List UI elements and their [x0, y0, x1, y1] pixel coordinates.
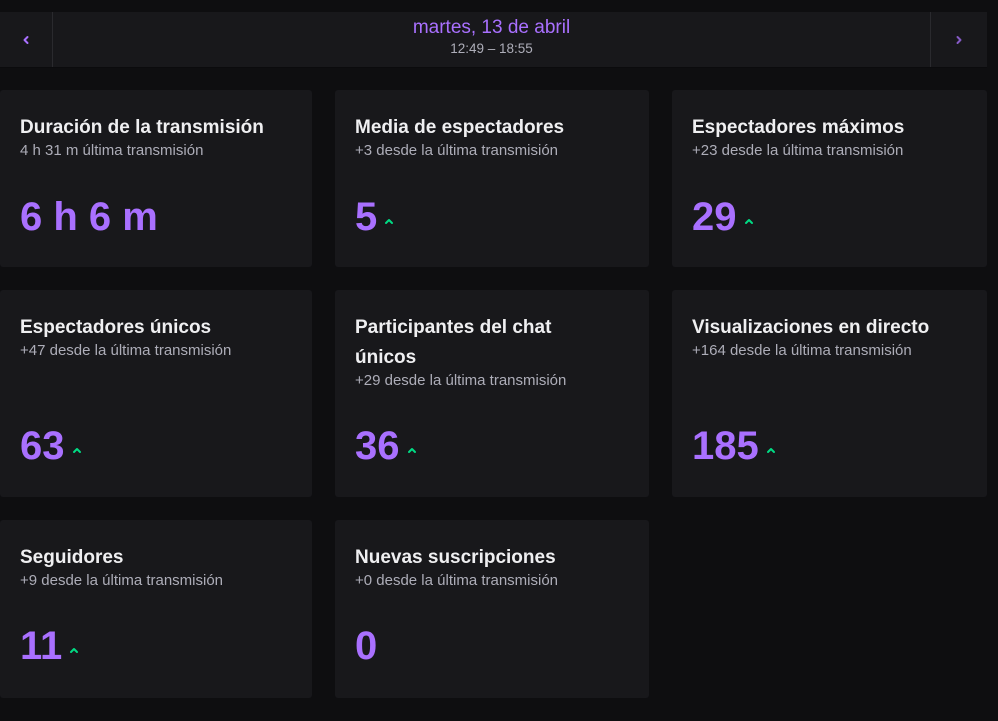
chevron-left-icon [23, 35, 29, 44]
trend-up-icon [766, 448, 775, 453]
stat-title: Espectadores máximos [692, 117, 905, 138]
stat-card-unique-chatters: Participantes del chat únicos +29 desde … [335, 290, 649, 497]
stat-value-row: 6 h 6 m [20, 195, 158, 239]
stat-card-peak-viewers: Espectadores máximos +23 desde la última… [672, 90, 987, 267]
stat-value-row: 5 [355, 195, 394, 239]
stat-value-row: 63 [20, 424, 82, 468]
stat-title: Participantes del chat únicos [355, 317, 552, 368]
stat-value-row: 29 [692, 195, 754, 239]
stat-value: 185 [692, 424, 759, 468]
stat-subtitle: +3 desde la última transmisión [355, 142, 559, 159]
stat-value-row: 36 [355, 424, 417, 468]
trend-up-icon [72, 448, 81, 453]
stat-value: 0 [355, 624, 378, 668]
stat-value: 5 [355, 195, 378, 239]
trend-up-icon [407, 448, 416, 453]
trend-up-icon [385, 219, 394, 224]
stat-card-new-subscriptions: Nuevas suscripciones +0 desde la última … [335, 520, 649, 698]
stat-card-followers: Seguidores +9 desde la última transmisió… [0, 520, 312, 698]
stat-card-average-viewers: Media de espectadores +3 desde la última… [335, 90, 649, 267]
stat-title: Duración de la transmisión [20, 117, 264, 138]
chevron-right-icon [956, 35, 962, 44]
stat-subtitle: +9 desde la última transmisión [20, 572, 224, 589]
stat-value: 11 [20, 624, 63, 668]
stat-value-row: 185 [692, 424, 776, 468]
stat-title: Seguidores [20, 547, 124, 568]
stat-card-unique-viewers: Espectadores únicos +47 desde la última … [0, 290, 312, 497]
stat-subtitle: +47 desde la última transmisión [20, 342, 232, 359]
date-navigator: martes, 13 de abril 12:49 – 18:55 [0, 12, 987, 68]
stat-value: 29 [692, 195, 737, 239]
stat-value: 6 h 6 m [20, 195, 158, 239]
trend-up-icon [70, 648, 79, 653]
stat-title: Media de espectadores [355, 117, 565, 138]
stream-time-range: 12:49 – 18:55 [450, 41, 533, 56]
stat-subtitle: 4 h 31 m última transmisión [20, 142, 204, 159]
stat-value: 36 [355, 424, 400, 468]
previous-stream-button[interactable] [0, 12, 53, 67]
stat-subtitle: +0 desde la última transmisión [355, 572, 559, 589]
stat-card-stream-duration: Duración de la transmisión 4 h 31 m últi… [0, 90, 312, 267]
stat-title: Espectadores únicos [20, 317, 212, 338]
stream-date: martes, 13 de abril [412, 17, 571, 38]
trend-up-icon [744, 219, 753, 224]
stat-value-row: 11 [20, 624, 79, 668]
stat-title: Visualizaciones en directo [692, 317, 930, 338]
next-stream-button[interactable] [930, 12, 987, 67]
stat-subtitle: +29 desde la última transmisión [355, 372, 567, 389]
stat-value-row: 0 [355, 624, 377, 668]
stat-value: 63 [20, 424, 65, 468]
stat-title: Nuevas suscripciones [355, 547, 556, 568]
stat-card-live-views: Visualizaciones en directo +164 desde la… [672, 290, 987, 497]
stat-subtitle: +164 desde la última transmisión [692, 342, 912, 359]
date-display: martes, 13 de abril 12:49 – 18:55 [53, 12, 930, 67]
stat-subtitle: +23 desde la última transmisión [692, 142, 904, 159]
